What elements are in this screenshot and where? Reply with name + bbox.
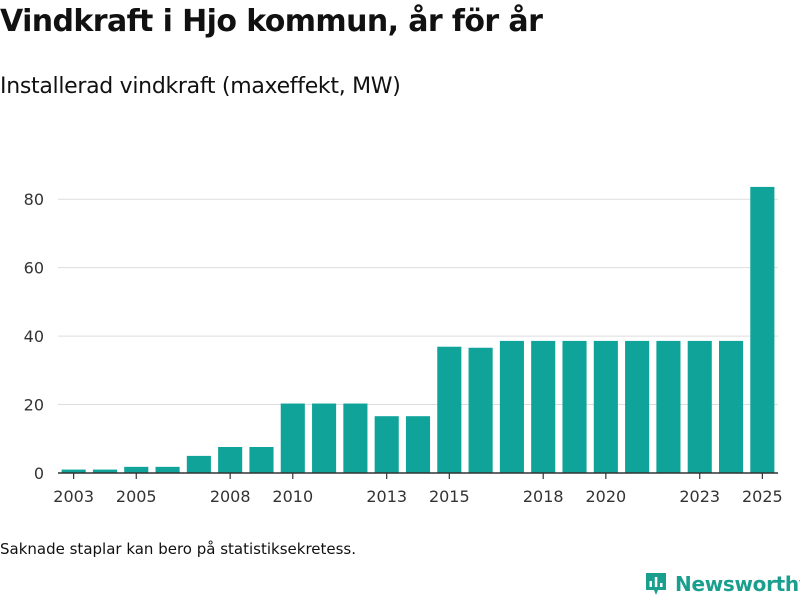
bar-2015 <box>437 346 462 473</box>
bar-2006 <box>155 466 180 473</box>
bar-2010 <box>280 403 305 473</box>
y-tick-label: 60 <box>24 259 44 278</box>
brand-logo[interactable]: Newsworthy <box>645 568 800 600</box>
bar-2005 <box>124 466 149 473</box>
footnote: Saknade staplar kan bero på statistiksek… <box>0 540 357 558</box>
bar-2019 <box>562 340 587 473</box>
bar-2022 <box>656 340 681 473</box>
x-tick-label: 2003 <box>53 487 94 506</box>
y-tick-label: 40 <box>24 327 44 346</box>
bar-2020 <box>593 340 618 473</box>
bar-2011 <box>312 403 337 473</box>
bar-2003 <box>61 469 86 473</box>
x-tick-label: 2025 <box>742 487 783 506</box>
bar-2012 <box>343 403 368 473</box>
bar-2017 <box>499 340 524 473</box>
y-tick-label: 0 <box>34 464 44 483</box>
x-tick-label: 2015 <box>429 487 470 506</box>
brand-name: Newsworthy <box>675 572 800 596</box>
x-tick-label: 2013 <box>366 487 407 506</box>
newsworthy-logo-icon <box>646 573 666 595</box>
bar-2014 <box>405 416 431 473</box>
y-tick-label: 20 <box>24 396 44 415</box>
bar-2023 <box>687 340 712 473</box>
bar-2007 <box>186 455 211 473</box>
bar-2009 <box>249 446 274 473</box>
bar-2018 <box>531 340 556 473</box>
bar-2016 <box>468 347 493 473</box>
bar-2021 <box>625 340 650 473</box>
x-tick-label: 2023 <box>679 487 720 506</box>
x-tick-label: 2018 <box>523 487 564 506</box>
bar-2025 <box>750 186 775 473</box>
bar-2013 <box>374 416 399 473</box>
bar-2004 <box>92 469 118 473</box>
x-tick-label: 2008 <box>210 487 251 506</box>
x-tick-label: 2020 <box>585 487 626 506</box>
x-tick-label: 2010 <box>272 487 313 506</box>
bar-2008 <box>218 446 243 473</box>
chart-title: Vindkraft i Hjo kommun, år för år <box>0 4 543 39</box>
chart-subtitle: Installerad vindkraft (maxeffekt, MW) <box>0 74 401 99</box>
x-tick-label: 2005 <box>116 487 157 506</box>
y-tick-label: 80 <box>24 190 44 209</box>
bar-2024 <box>718 340 744 473</box>
